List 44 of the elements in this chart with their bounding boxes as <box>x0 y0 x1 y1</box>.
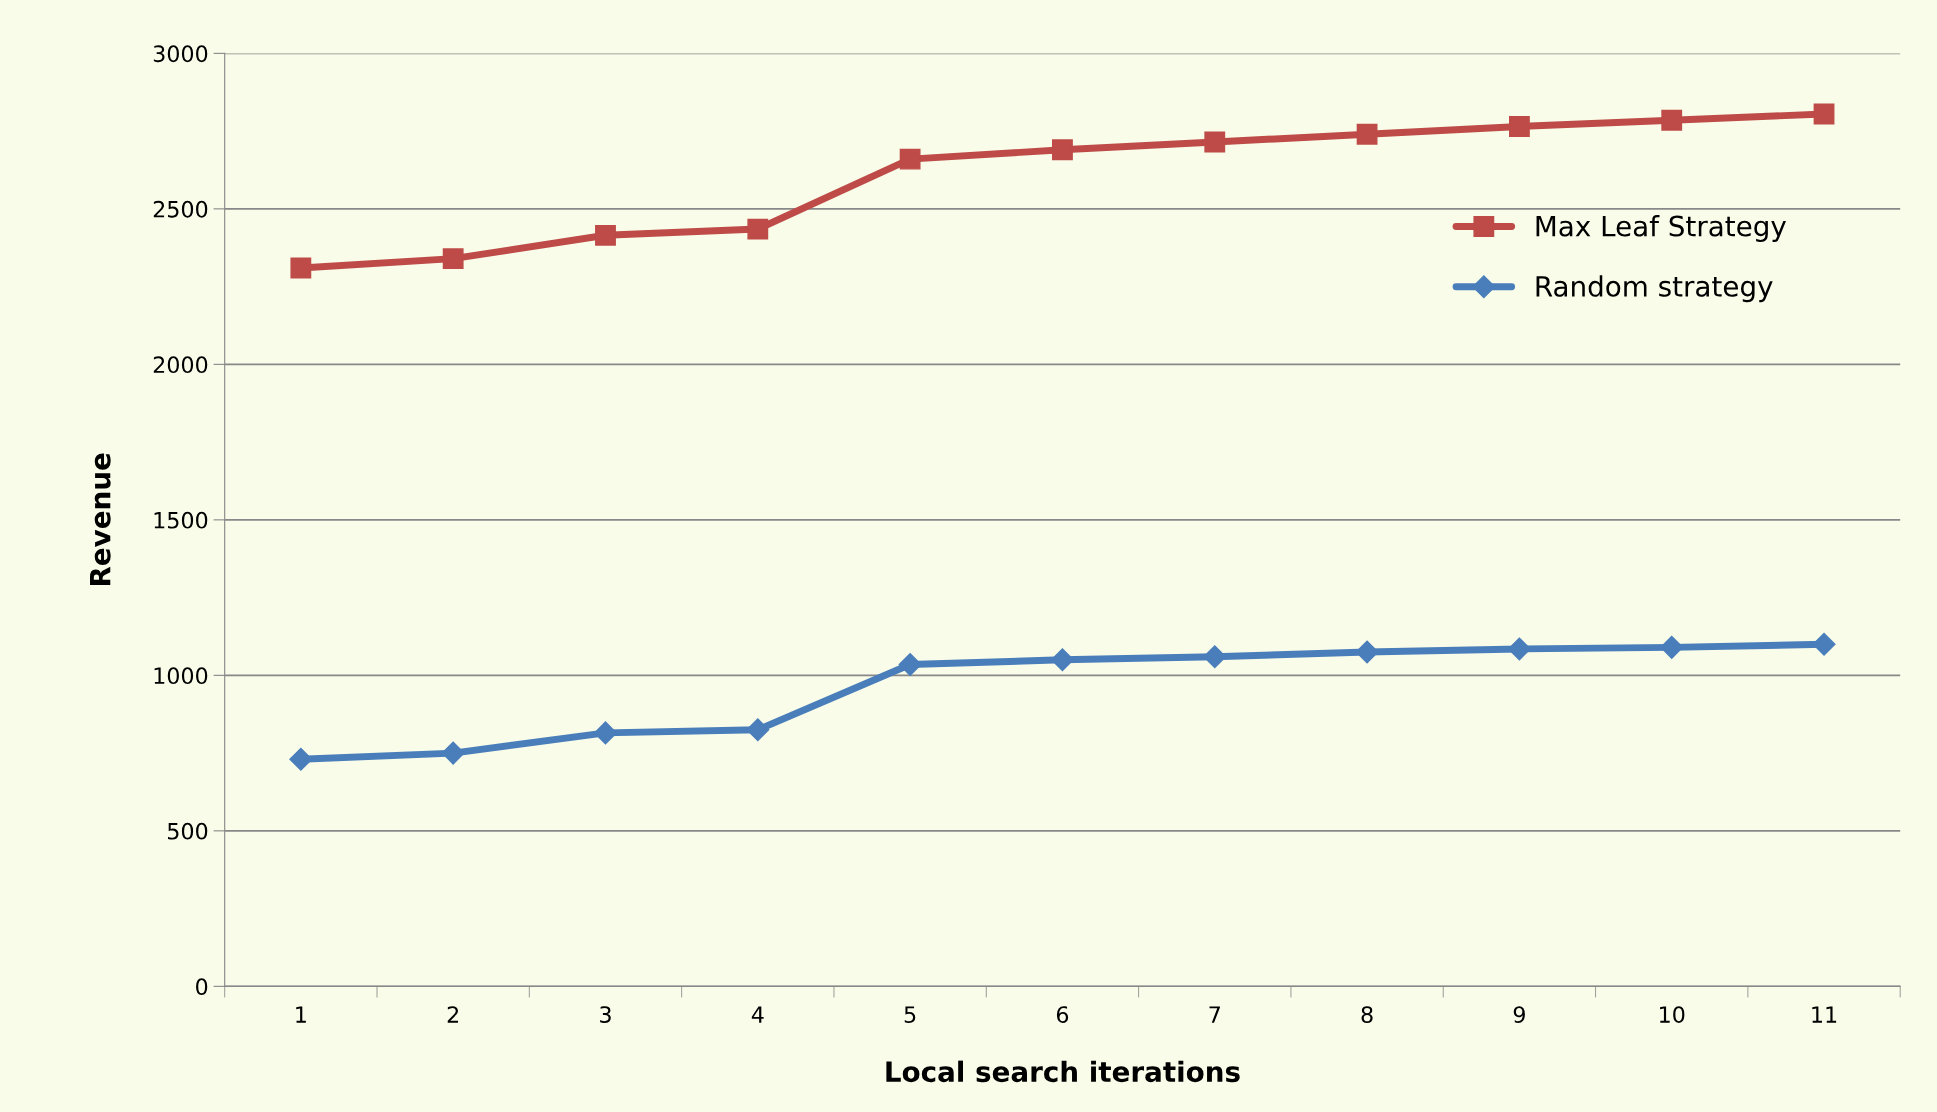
point <box>1052 139 1073 161</box>
x-tick-label: 3 <box>600 1006 611 1023</box>
point <box>442 248 464 270</box>
y-tick-label: 0 <box>196 978 208 996</box>
point <box>1355 640 1379 664</box>
x-tick-label: 10 <box>1660 1006 1685 1023</box>
x-tick-label: 8 <box>1361 1006 1373 1023</box>
point <box>898 652 922 676</box>
x-tick-label: 9 <box>1513 1006 1525 1023</box>
legend-label: Max Leaf Strategy <box>1536 215 1786 242</box>
point <box>1507 637 1531 661</box>
point <box>746 718 770 742</box>
point <box>1812 632 1836 656</box>
y-tick-label: 1500 <box>154 511 208 529</box>
point <box>1661 109 1683 131</box>
point <box>289 747 313 771</box>
y-axis-title: Revenue <box>90 453 111 586</box>
y-tick-label: 500 <box>168 822 208 840</box>
point <box>1204 131 1226 153</box>
point <box>441 741 465 765</box>
x-tick-label: 5 <box>904 1006 916 1023</box>
point <box>1050 648 1074 672</box>
x-tick-label: 6 <box>1056 1006 1069 1023</box>
point <box>595 224 616 246</box>
x-axis-title: Local search iterations <box>886 1060 1240 1083</box>
x-tick-label: 7 <box>1209 1006 1220 1023</box>
point <box>593 721 617 745</box>
x-tick-label: 1 <box>296 1006 306 1023</box>
y-tick-label: 2500 <box>153 200 208 218</box>
point <box>747 218 769 240</box>
x-tick-label: 4 <box>751 1006 764 1023</box>
point <box>1356 123 1378 145</box>
y-tick-label: 1000 <box>154 667 208 685</box>
point <box>290 257 312 279</box>
y-tick-label: 2000 <box>153 356 208 374</box>
x-tick-label: 2 <box>447 1006 459 1023</box>
point <box>1508 116 1530 137</box>
legend-label: Random strategy <box>1536 275 1773 303</box>
point <box>1813 103 1835 125</box>
y-tick-label: 3000 <box>153 45 208 63</box>
point <box>899 148 921 170</box>
point <box>1203 645 1227 669</box>
x-tick-label: 11 <box>1812 1006 1837 1023</box>
point <box>1660 635 1684 659</box>
